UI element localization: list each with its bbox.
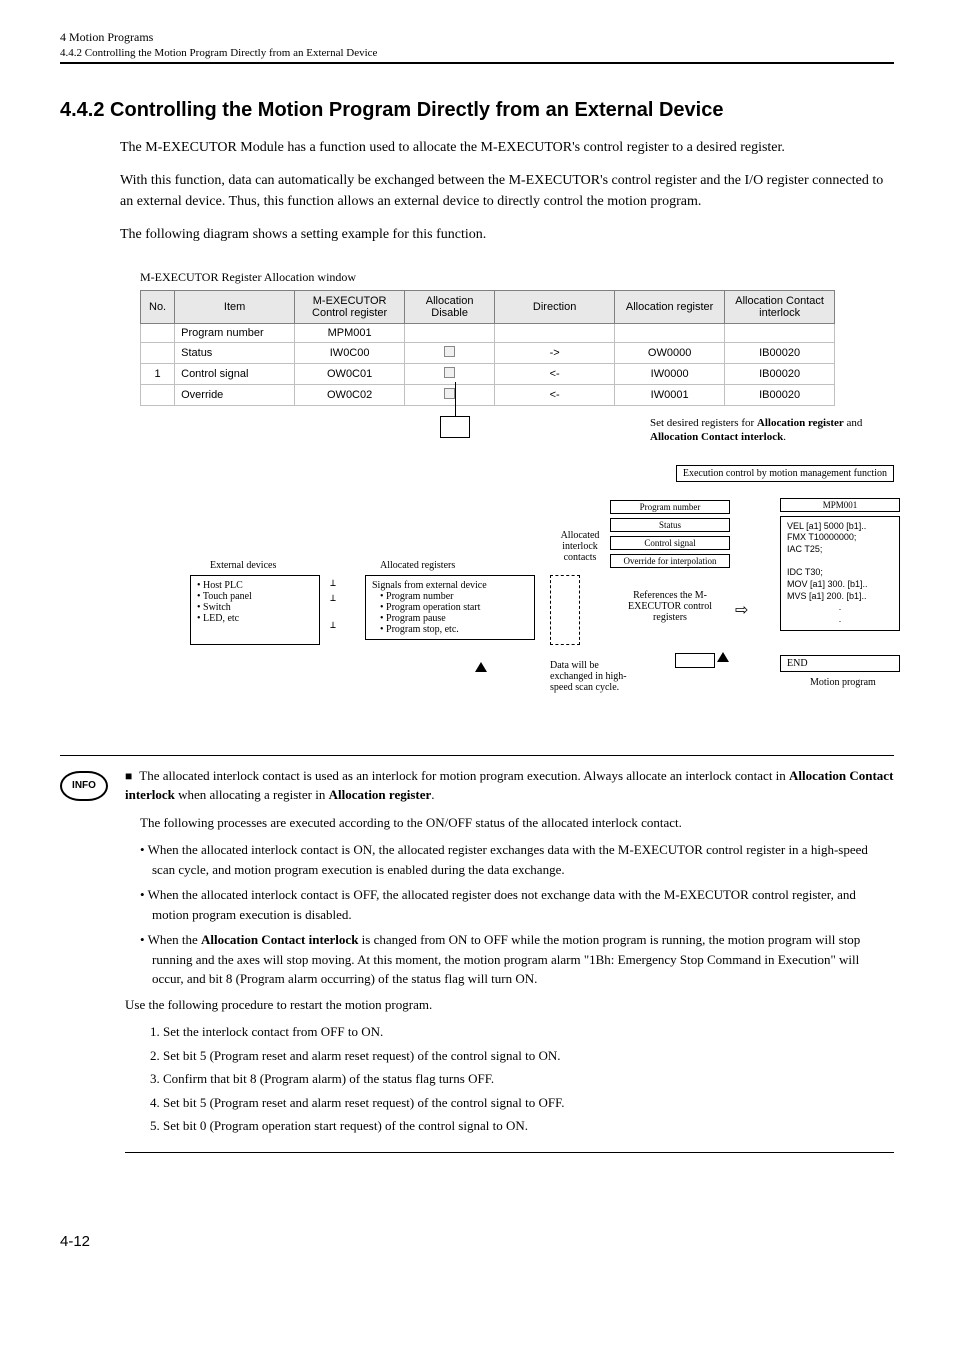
checkbox-icon bbox=[444, 367, 455, 378]
diagram: Execution control by motion management f… bbox=[120, 465, 894, 725]
cell-item: Override bbox=[175, 385, 295, 406]
th-reg: M-EXECUTOR Control register bbox=[295, 291, 405, 324]
references-label: References the M-EXECUTOR control regist… bbox=[620, 590, 720, 623]
mid-box-3: Override for interpolation bbox=[610, 554, 730, 568]
mid-box-2: Control signal bbox=[610, 536, 730, 550]
cell-no bbox=[141, 343, 175, 364]
section-title: 4.4.2 Controlling the Motion Program Dir… bbox=[60, 99, 894, 122]
page-number: 4-12 bbox=[60, 1233, 894, 1250]
mid-box-1: Status bbox=[610, 518, 730, 532]
table-row: OverrideOW0C02 <-IW0001IB00020 bbox=[141, 385, 835, 406]
section-number: 4.4.2 bbox=[60, 99, 104, 121]
cell-dir bbox=[495, 324, 615, 343]
signals-box: Signals from external device • Program n… bbox=[365, 575, 535, 640]
th-item: Item bbox=[175, 291, 295, 324]
step-2: 2. Set bit 5 (Program reset and alarm re… bbox=[150, 1046, 894, 1066]
checkbox-icon bbox=[444, 388, 455, 399]
cell-contact: IB00020 bbox=[725, 343, 835, 364]
cell-dir: <- bbox=[495, 364, 615, 385]
paragraph-3: The following diagram shows a setting ex… bbox=[120, 224, 894, 245]
cell-alloc: OW0000 bbox=[615, 343, 725, 364]
cell-reg: OW0C02 bbox=[295, 385, 405, 406]
info-content: ■ The allocated interlock contact is use… bbox=[125, 766, 894, 1153]
th-contact: Allocation Contact interlock bbox=[725, 291, 835, 324]
step-4: 4. Set bit 5 (Program reset and alarm re… bbox=[150, 1093, 894, 1113]
info-lead: ■ The allocated interlock contact is use… bbox=[125, 766, 894, 805]
info-sub: The following processes are executed acc… bbox=[140, 813, 894, 833]
cell-reg: IW0C00 bbox=[295, 343, 405, 364]
cell-alloc: IW0001 bbox=[615, 385, 725, 406]
cell-item: Program number bbox=[175, 324, 295, 343]
cell-reg: MPM001 bbox=[295, 324, 405, 343]
restart-steps: 1. Set the interlock contact from OFF to… bbox=[150, 1022, 894, 1136]
exec-control-label: Execution control by motion management f… bbox=[676, 465, 894, 482]
cell-dir: -> bbox=[495, 343, 615, 364]
paragraph-1: The M-EXECUTOR Module has a function use… bbox=[120, 137, 894, 158]
cell-disable bbox=[405, 343, 495, 364]
cell-disable bbox=[405, 385, 495, 406]
step-3: 3. Confirm that bit 8 (Program alarm) of… bbox=[150, 1069, 894, 1089]
th-alloc: Allocation register bbox=[615, 291, 725, 324]
checkbox-icon bbox=[444, 346, 455, 357]
interlock-label: Allocated interlock contacts bbox=[550, 530, 610, 563]
up-arrow-2 bbox=[717, 652, 729, 662]
header-chapter: 4 Motion Programs bbox=[60, 30, 894, 45]
header-subsection: 4.4.2 Controlling the Motion Program Dir… bbox=[60, 47, 894, 64]
allocated-registers-label: Allocated registers bbox=[380, 560, 455, 571]
section-heading: Controlling the Motion Program Directly … bbox=[110, 99, 723, 121]
cell-item: Status bbox=[175, 343, 295, 364]
cell-item: Control signal bbox=[175, 364, 295, 385]
table-note: Set desired registers for Allocation reg… bbox=[650, 416, 862, 445]
th-no: No. bbox=[141, 291, 175, 324]
info-bullet-3: • When the Allocation Contact interlock … bbox=[140, 930, 894, 989]
cell-reg: OW0C01 bbox=[295, 364, 405, 385]
cell-contact: IB00020 bbox=[725, 364, 835, 385]
arrow-right-icon: ⇨ bbox=[735, 600, 748, 620]
cell-no bbox=[141, 324, 175, 343]
step-1: 1. Set the interlock contact from OFF to… bbox=[150, 1022, 894, 1042]
info-bullets: • When the allocated interlock contact i… bbox=[140, 840, 894, 989]
small-rect bbox=[675, 653, 715, 668]
cell-no bbox=[141, 385, 175, 406]
mid-box-0: Program number bbox=[610, 500, 730, 514]
info-bullet-2: • When the allocated interlock contact i… bbox=[140, 885, 894, 924]
table-row: 1Control signalOW0C01 <-IW0000IB00020 bbox=[141, 364, 835, 385]
cell-contact bbox=[725, 324, 835, 343]
mpm-title: MPM001 bbox=[780, 498, 900, 512]
external-devices-label: External devices bbox=[210, 560, 276, 571]
info-badge: INFO bbox=[60, 771, 110, 1153]
end-box: END bbox=[780, 655, 900, 672]
allocation-table: No. Item M-EXECUTOR Control register All… bbox=[140, 290, 835, 406]
cell-no: 1 bbox=[141, 364, 175, 385]
cell-dir: <- bbox=[495, 385, 615, 406]
paragraph-2: With this function, data can automatical… bbox=[120, 170, 894, 212]
motion-program-label: Motion program bbox=[810, 677, 876, 688]
th-dir: Direction bbox=[495, 291, 615, 324]
cell-disable bbox=[405, 324, 495, 343]
interlock-contacts-box bbox=[550, 575, 580, 645]
info-section: INFO ■ The allocated interlock contact i… bbox=[60, 755, 894, 1153]
table-row: StatusIW0C00 ->OW0000IB00020 bbox=[141, 343, 835, 364]
info-icon: INFO bbox=[60, 771, 108, 801]
table-note-row: Set desired registers for Allocation reg… bbox=[440, 416, 894, 445]
info-bullet-1: • When the allocated interlock contact i… bbox=[140, 840, 894, 879]
table-row: Program numberMPM001 bbox=[141, 324, 835, 343]
code-box: VEL [a1] 5000 [b1].. FMX T10000000; IAC … bbox=[780, 516, 900, 631]
step-5: 5. Set bit 0 (Program operation start re… bbox=[150, 1116, 894, 1136]
data-exchange-label: Data will be exchanged in high-speed sca… bbox=[550, 660, 640, 693]
th-disable: Allocation Disable bbox=[405, 291, 495, 324]
note-arrow-box bbox=[440, 416, 470, 438]
cell-alloc: IW0000 bbox=[615, 364, 725, 385]
cell-disable bbox=[405, 364, 495, 385]
restart-intro: Use the following procedure to restart t… bbox=[125, 995, 894, 1015]
table-caption: M-EXECUTOR Register Allocation window bbox=[140, 270, 894, 285]
external-devices-box: • Host PLC • Touch panel • Switch • LED,… bbox=[190, 575, 320, 645]
up-arrow-1 bbox=[475, 662, 487, 672]
cell-alloc bbox=[615, 324, 725, 343]
cell-contact: IB00020 bbox=[725, 385, 835, 406]
